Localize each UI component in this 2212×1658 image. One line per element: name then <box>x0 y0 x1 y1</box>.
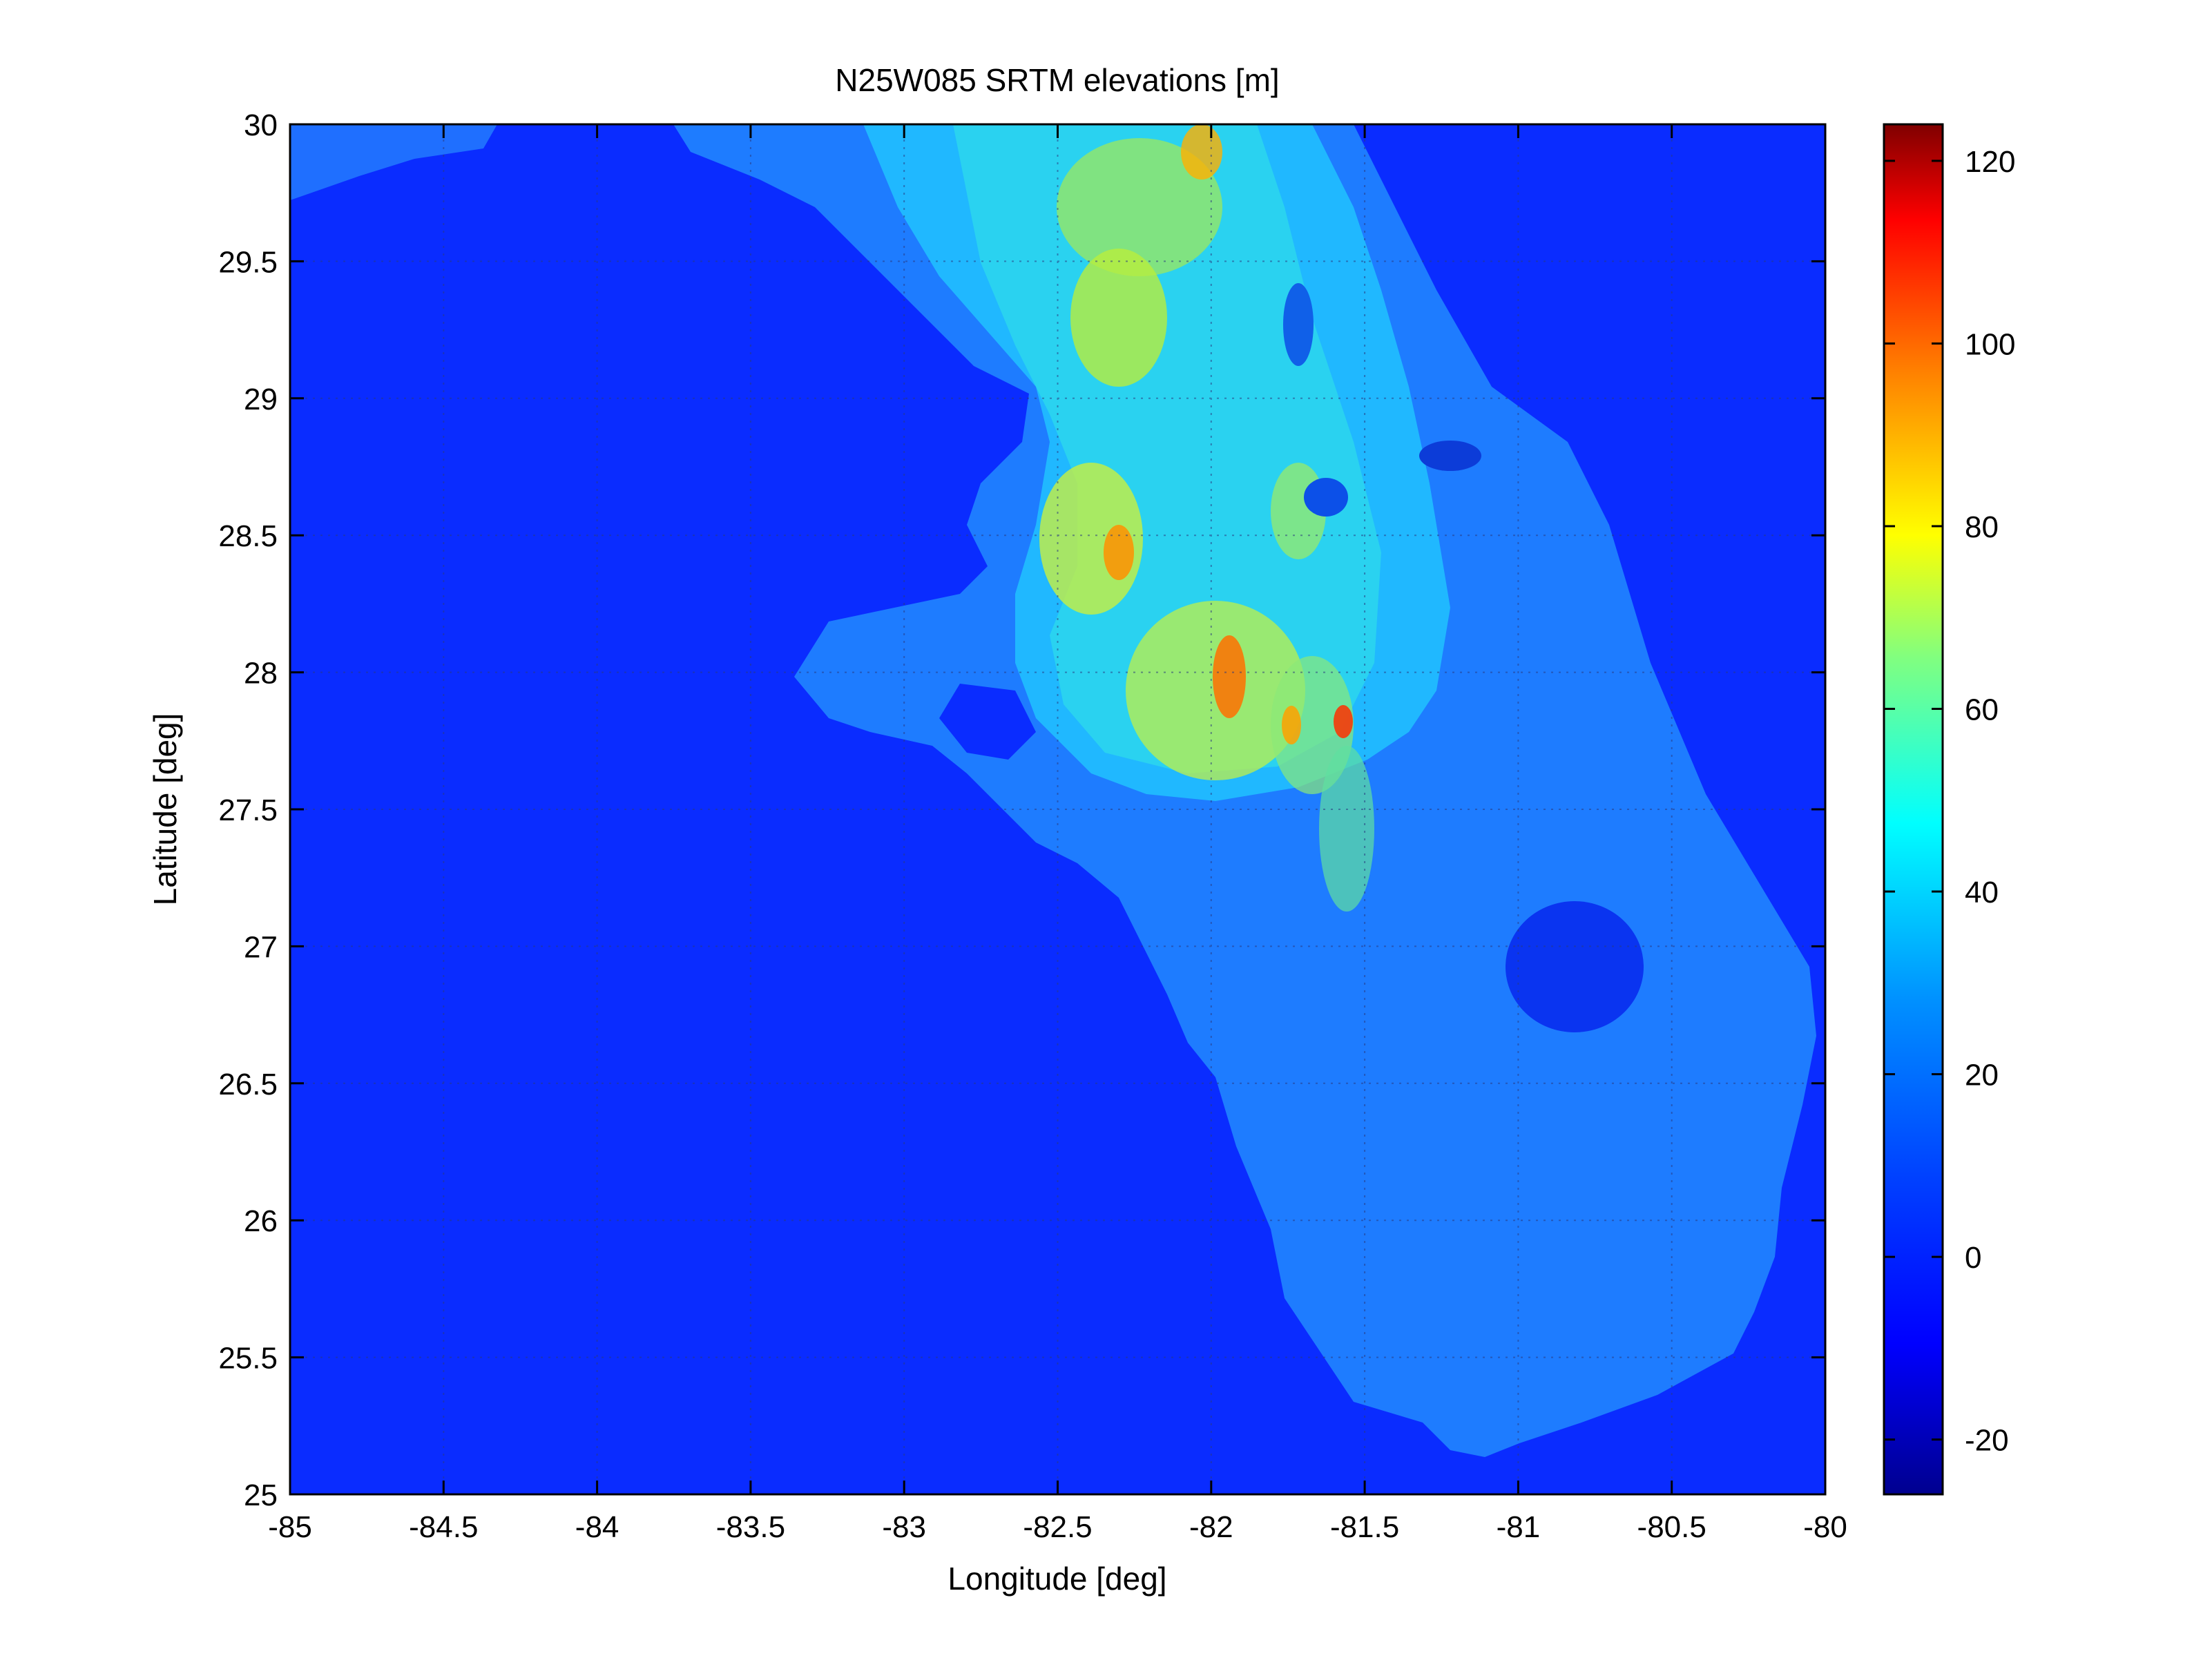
y-tick-label: 26 <box>244 1204 278 1238</box>
x-tick-label: -82.5 <box>1023 1510 1092 1544</box>
y-tick-label: 25 <box>244 1478 278 1512</box>
x-tick-label: -80.5 <box>1637 1510 1706 1544</box>
colorbar-tick-label: 120 <box>1965 145 2015 179</box>
y-tick-label: 28.5 <box>218 519 278 553</box>
elevation-raster <box>290 124 1816 1457</box>
x-tick-label: -81 <box>1497 1510 1541 1544</box>
y-tick-label: 26.5 <box>218 1068 278 1101</box>
y-tick-label: 27 <box>244 930 278 964</box>
y-tick-label: 25.5 <box>218 1342 278 1376</box>
y-tick-label: 28 <box>244 657 278 691</box>
x-tick-label: -84.5 <box>409 1510 478 1544</box>
x-axis-label: Longitude [deg] <box>948 1561 1166 1597</box>
y-tick-label: 27.5 <box>218 793 278 827</box>
y-tick-label: 29.5 <box>218 245 278 279</box>
x-axis: -85 -84.5 -84 -83.5 -83 -82.5 -82 -81.5 -81 -80.5… <box>268 124 1847 1544</box>
colorbar-tick-label: -20 <box>1965 1424 2009 1458</box>
x-tick-label: -80 <box>1803 1510 1847 1544</box>
colorbar-tick-label: 0 <box>1965 1241 1981 1275</box>
colorbar-tick-label: 80 <box>1965 510 1999 544</box>
x-tick-label: -83.5 <box>716 1510 785 1544</box>
colorbar-tick-label: 60 <box>1965 693 1999 727</box>
colorbar <box>1883 123 1944 1496</box>
colorbar-tick-label: 20 <box>1965 1059 1999 1092</box>
x-tick-label: -84 <box>575 1510 619 1544</box>
x-tick-label: -82 <box>1189 1510 1233 1544</box>
x-tick-label: -85 <box>268 1510 312 1544</box>
colorbar-ticks: 120 100 80 60 40 20 0 -20 <box>1884 145 2015 1458</box>
y-axis-label: Latitude [deg] <box>147 713 183 906</box>
x-tick-label: -81.5 <box>1330 1510 1399 1544</box>
colorbar-tick-label: 100 <box>1965 327 2015 361</box>
y-axis: 30 29.5 29 28.5 28 27.5 27 26.5 26 25.5 25 <box>218 108 1825 1512</box>
x-tick-label: -83 <box>882 1510 926 1544</box>
colorbar-tick-label: 40 <box>1965 876 1999 909</box>
y-tick-label: 30 <box>244 108 278 142</box>
chart-title: N25W085 SRTM elevations [m] <box>835 62 1279 98</box>
y-tick-label: 29 <box>244 383 278 416</box>
